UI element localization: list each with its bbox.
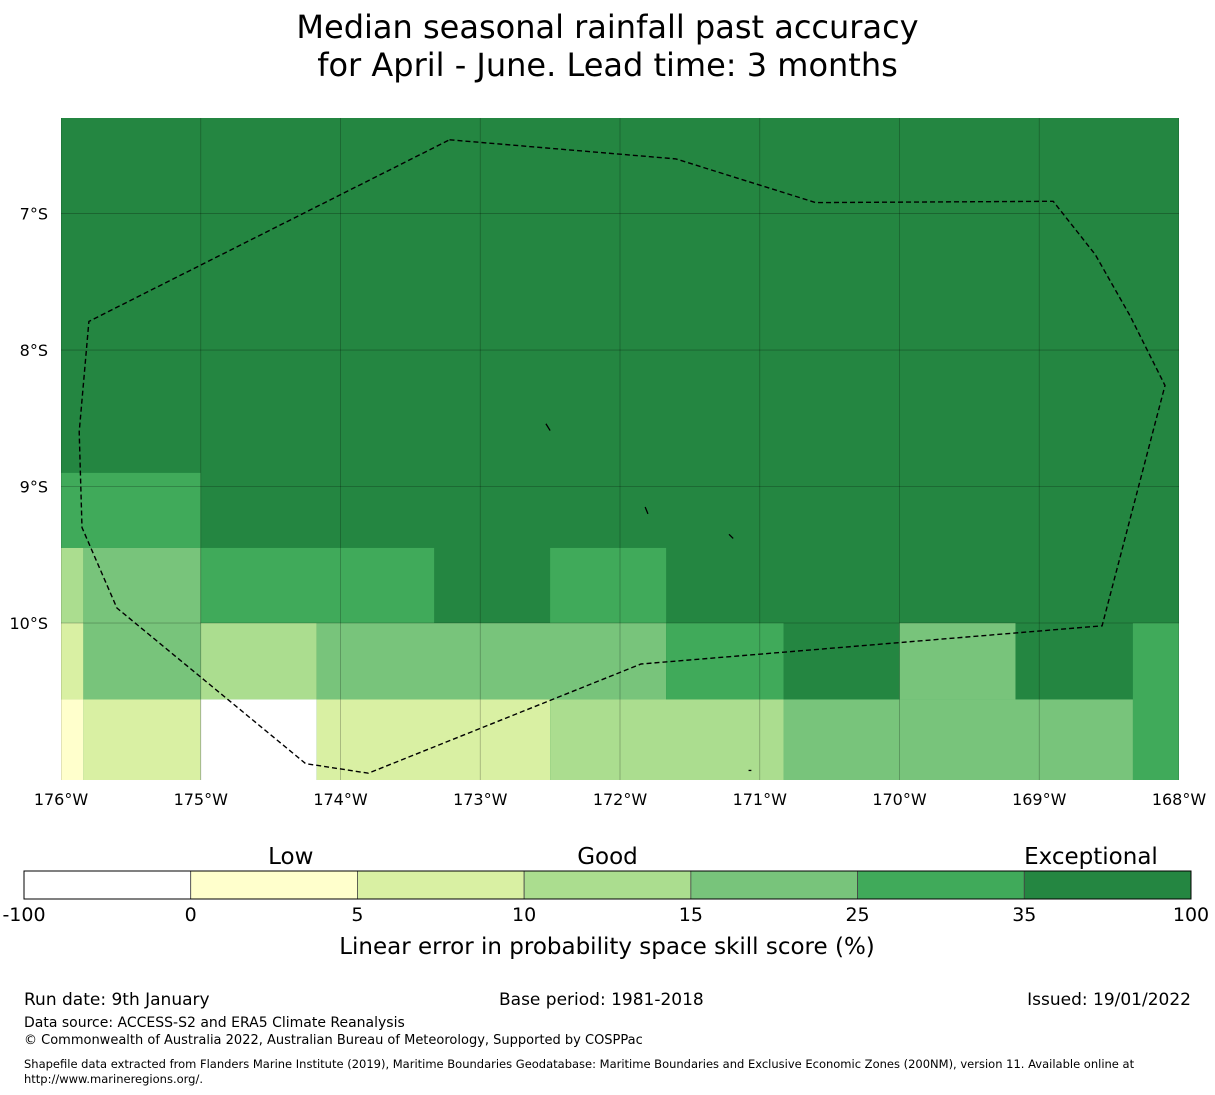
lon-tick-label: 169°W [1012, 790, 1067, 809]
lon-tick-label: 170°W [872, 790, 927, 809]
skill-cell [61, 623, 84, 700]
map-plot [61, 118, 1179, 780]
map-area: 176°W 175°W 174°W 173°W 172°W 171°W 170°W 169°W… [9, 118, 1206, 809]
colorbar-tick-label: 15 [679, 904, 703, 926]
colorbar-tick-label: 10 [512, 904, 536, 926]
copyright-notice: © Commonwealth of Australia 2022, Austra… [24, 1033, 643, 1048]
map-title-line1: Median seasonal rainfall past accuracy [296, 8, 919, 46]
colorbar-tick-label: 0 [185, 904, 197, 926]
run-date: Run date: 9th January [24, 990, 210, 1010]
issued-date: Issued: 19/01/2022 [1027, 990, 1191, 1010]
data-source: Data source: ACCESS-S2 and ERA5 Climate … [24, 1015, 405, 1031]
colorbar-frame [23, 870, 1192, 900]
skill-cell [83, 699, 201, 780]
map-figure: 176°W 175°W 174°W 173°W 172°W 171°W 170°W 169°W… [2, 118, 1209, 960]
map-title-line2: for April - June. Lead time: 3 months [317, 46, 898, 84]
legend-colorbar: -100 0 5 10 15 25 35 100 Low Good Exceptional Linea… [2, 844, 1209, 960]
lon-tick-label: 175°W [174, 790, 229, 809]
colorbar-bin [357, 870, 525, 900]
colorbar-bin [1023, 870, 1192, 900]
lon-tick-label: 172°W [593, 790, 648, 809]
lon-tick-label: 171°W [733, 790, 788, 809]
colorbar-category-label: Low [268, 844, 313, 870]
skill-cell [83, 623, 201, 700]
colorbar-axis-label: Linear error in probability space skill … [339, 934, 875, 960]
skill-cell [550, 699, 784, 780]
skill-cell [899, 623, 1016, 700]
colorbar-bin [190, 870, 358, 900]
colorbar-tick-label: 5 [351, 904, 363, 926]
lat-tick-label: 9°S [20, 478, 48, 497]
colorbar-bin [523, 870, 692, 900]
skill-cell [200, 623, 317, 700]
colorbar-bin [23, 870, 192, 900]
skill-cell [83, 547, 201, 624]
skill-cell [1015, 623, 1133, 700]
colorbar-category-label: Exceptional [1024, 844, 1158, 870]
colorbar-bin [690, 870, 858, 900]
skill-cell [200, 547, 435, 624]
base-period: Base period: 1981-2018 [499, 990, 704, 1010]
skill-cell [61, 472, 201, 548]
skill-cell [316, 699, 551, 780]
colorbar-tick-label: 35 [1012, 904, 1036, 926]
skill-cell [1132, 623, 1179, 780]
lat-tick-label: 7°S [20, 205, 48, 224]
colorbar-tick-label: 25 [845, 904, 869, 926]
colorbar-bin [857, 870, 1025, 900]
skill-cell [61, 547, 84, 624]
colorbar-category-label: Good [577, 844, 638, 870]
colorbar-tick-label: 100 [1173, 904, 1209, 926]
island-coastline [545, 423, 551, 431]
skill-cell [316, 623, 667, 700]
colorbar-tick-label: -100 [2, 904, 45, 926]
island-coastline [644, 506, 649, 515]
skill-cell [200, 699, 317, 780]
lon-tick-label: 176°W [34, 790, 89, 809]
shapefile-credit-line2: http://www.marineregions.org/. [24, 1072, 203, 1086]
lat-tick-label: 10°S [9, 614, 48, 633]
lon-tick-label: 174°W [313, 790, 368, 809]
lon-tick-label: 168°W [1152, 790, 1207, 809]
eez-boundary [78, 139, 1166, 774]
skill-cell [61, 699, 84, 780]
island-coastline [728, 533, 734, 539]
shapefile-credit-line1: Shapefile data extracted from Flanders M… [24, 1057, 1135, 1071]
lon-tick-label: 173°W [453, 790, 508, 809]
skill-cell [550, 547, 667, 624]
skill-cell [783, 623, 900, 700]
skill-cell [783, 699, 1133, 780]
lat-tick-label: 8°S [20, 341, 48, 360]
skill-cell [666, 623, 784, 700]
